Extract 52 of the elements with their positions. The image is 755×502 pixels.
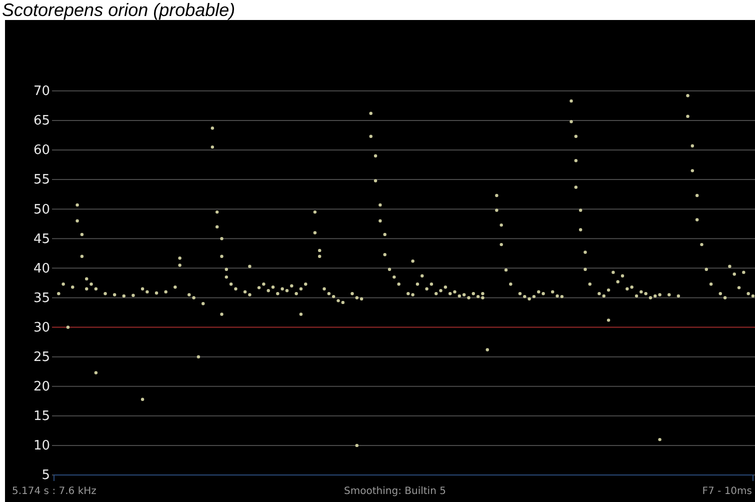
point — [299, 312, 303, 316]
y-tick-label: 20 — [33, 380, 50, 395]
y-tick-label: 60 — [33, 143, 50, 158]
point — [574, 186, 578, 189]
y-tick-label: 10 — [33, 438, 50, 454]
text: F7 - 10ms — [702, 486, 752, 497]
point — [578, 228, 582, 232]
point — [140, 398, 144, 401]
y-tick-label: 5 — [42, 468, 50, 484]
point — [686, 114, 690, 118]
chart-title: Scotorepens orion (probable) — [2, 0, 236, 20]
point — [695, 218, 699, 222]
point — [574, 159, 578, 162]
point — [178, 264, 182, 267]
point — [85, 287, 88, 290]
point — [481, 296, 484, 300]
point — [220, 312, 224, 316]
text: Smoothing: Builtin 5 — [344, 486, 446, 497]
point — [570, 120, 573, 124]
y-tick-label: 45 — [33, 232, 50, 247]
point — [374, 179, 378, 182]
point — [658, 438, 662, 442]
y-tick-label: 40 — [33, 261, 50, 276]
point — [94, 371, 98, 374]
point — [216, 225, 219, 228]
point — [495, 208, 498, 212]
y-tick-label: 55 — [33, 172, 50, 188]
text: 5.174 s : 7.6 kHz — [12, 486, 96, 497]
point — [220, 254, 224, 258]
y-tick-label: 65 — [33, 114, 50, 129]
point — [378, 219, 382, 223]
y-tick-label: 30 — [33, 320, 50, 336]
point — [210, 145, 214, 149]
point — [584, 268, 587, 271]
y-tick-label: 70 — [33, 84, 50, 100]
point — [355, 444, 358, 448]
point — [224, 275, 228, 279]
point — [248, 264, 252, 268]
y-tick-label: 35 — [33, 290, 50, 306]
point — [411, 259, 414, 263]
y-tick-label: 25 — [33, 350, 50, 365]
y-tick-label: 15 — [33, 409, 50, 424]
point — [318, 254, 322, 258]
point — [76, 219, 79, 223]
y-tick-label: 50 — [33, 202, 50, 218]
point — [500, 242, 503, 246]
point — [383, 252, 386, 256]
point — [690, 169, 694, 172]
point — [369, 134, 372, 138]
point — [313, 231, 317, 234]
point — [606, 318, 610, 322]
point — [80, 254, 84, 258]
